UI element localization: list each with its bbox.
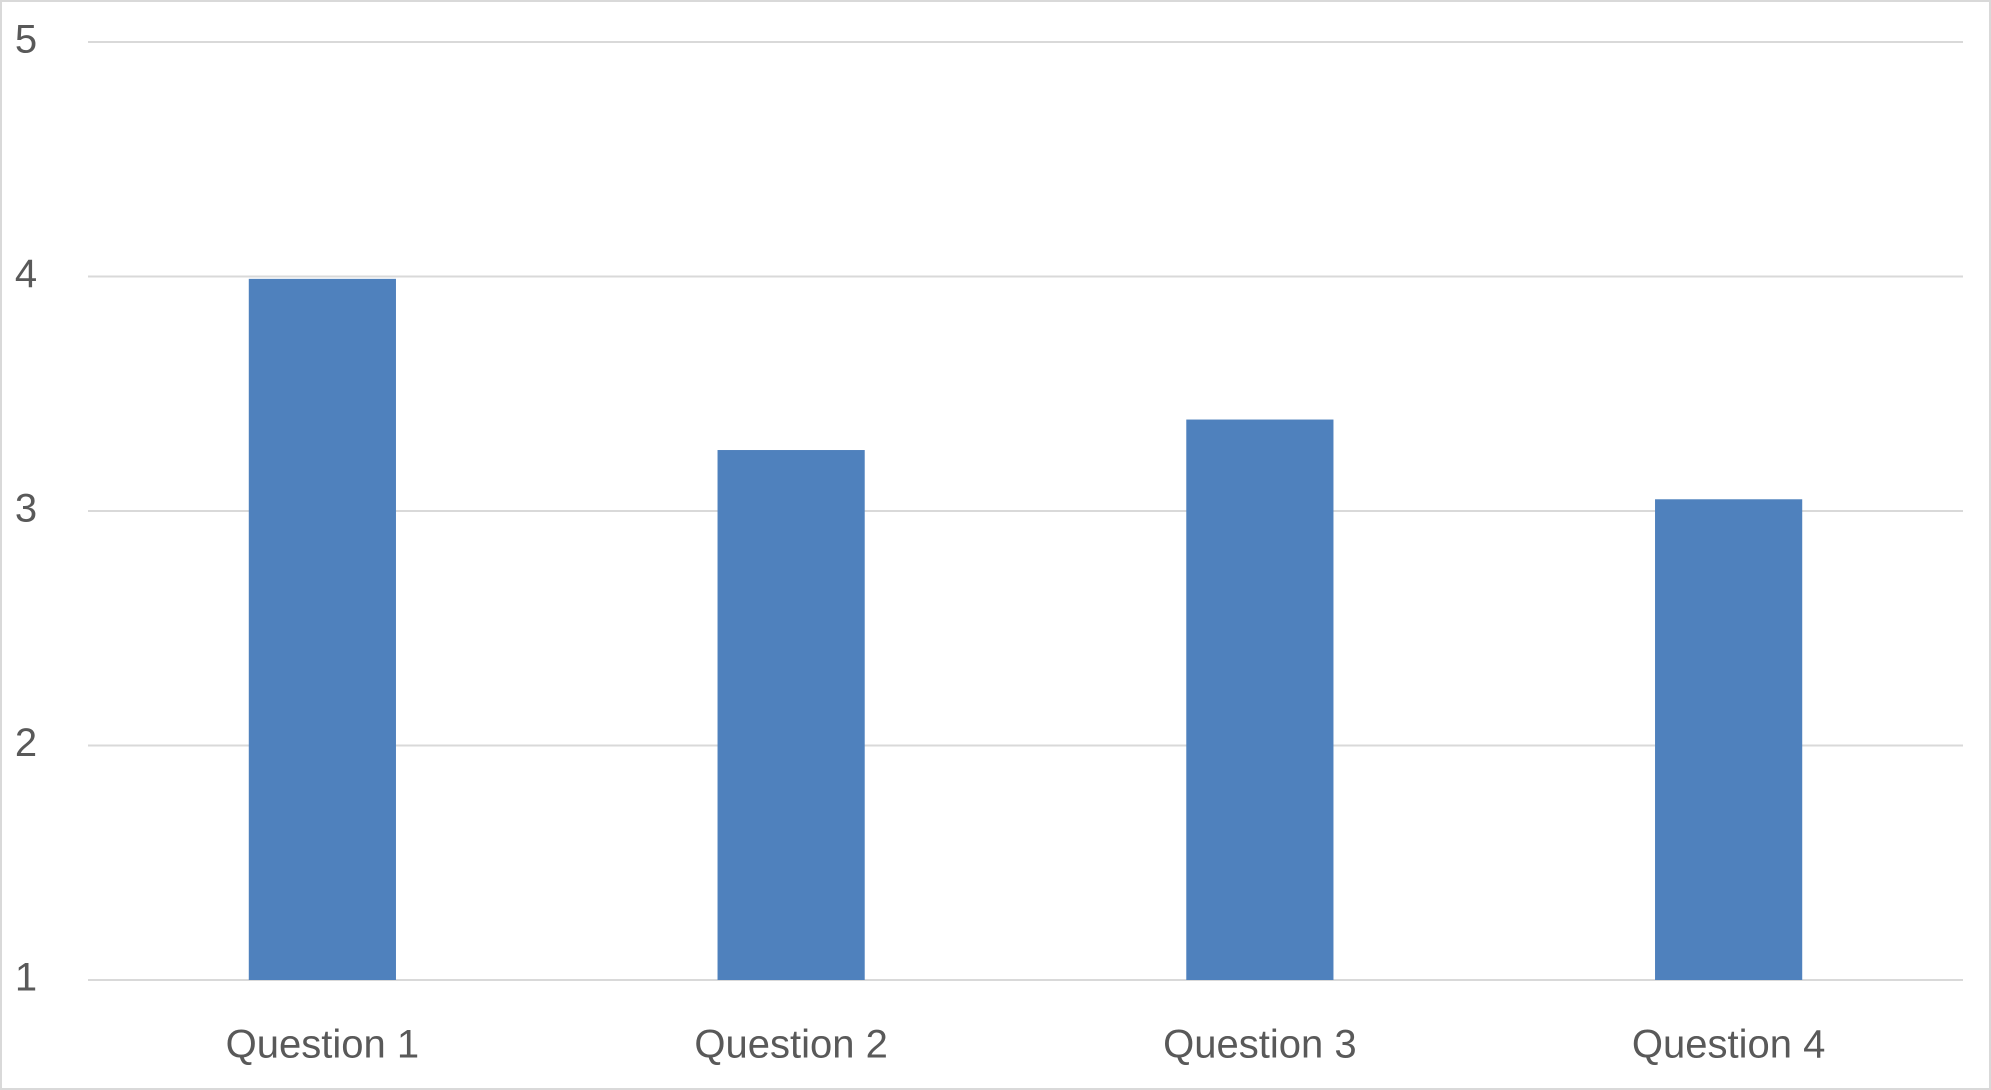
x-tick-label: Question 1	[226, 1023, 419, 1067]
bar	[717, 450, 865, 980]
y-tick-label: 2	[15, 721, 37, 765]
y-tick-label: 5	[15, 18, 37, 62]
x-tick-label: Question 2	[694, 1023, 887, 1067]
bar	[1655, 499, 1803, 980]
x-tick-label: Question 3	[1163, 1023, 1356, 1067]
y-tick-label: 1	[15, 956, 37, 1000]
bar	[248, 278, 396, 981]
x-tick-label: Question 4	[1632, 1023, 1825, 1067]
y-tick-label: 3	[15, 487, 37, 531]
y-tick-label: 4	[15, 252, 37, 296]
bar	[1186, 419, 1334, 980]
